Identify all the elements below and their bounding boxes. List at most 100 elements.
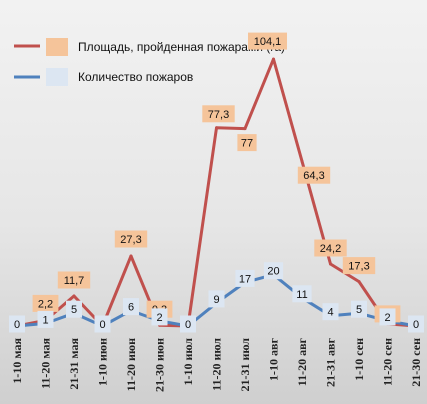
x-tick-label-5: 21-30 июн [153,338,167,392]
x-axis-ticks: 1-10 мая 11-20 мая 21-31 мая 1-10 июн 11-20 … [10,337,423,392]
data-label-count-1-text: 1 [42,314,48,326]
data-label-count-0: 0 [9,315,25,333]
data-label-area-1-text: 2,2 [38,298,53,310]
data-label-area-7: 77,3 [202,105,235,123]
data-label-count-2-text: 5 [71,304,77,316]
x-tick-label-14: 21-30 сен [409,338,423,387]
data-label-count-11-text: 4 [327,307,333,319]
data-label-count-8: 17 [235,269,255,287]
data-label-count-13-text: 2 [384,312,390,324]
data-label-count-14-text: 0 [413,319,419,331]
data-label-count-8-box [235,269,255,287]
x-tick-label-8: 21-31 июл [238,338,252,392]
x-tick-label-4: 11-20 июн [124,338,138,391]
data-label-count-4: 6 [123,298,139,316]
point-area-7 [215,126,218,130]
x-tick-label-3: 1-10 июн [96,338,110,386]
data-label-area-7-text: 77,3 [208,109,229,121]
data-label-count-2: 5 [66,300,82,318]
data-label-area-8: 77 [237,134,257,152]
data-label-area-10-text: 64,3 [303,170,324,182]
data-label-count-1-box [37,310,54,328]
data-label-count-6-box [180,315,196,333]
x-tick-label-6: 1-10 июл [181,338,195,386]
data-label-area-10-box [297,166,331,184]
data-label-count-10: 11 [292,285,312,303]
legend-swatch-area [46,38,68,56]
point-area-11 [329,262,332,266]
data-label-area-4-box [114,230,148,248]
data-label-area-4: 27,3 [114,230,148,248]
data-label-area-12: 17,3 [342,257,376,275]
data-label-count-6: 0 [180,315,196,333]
data-label-area-9-text: 104,1 [254,36,282,48]
data-label-count-0-box [9,315,25,333]
x-tick-label-11: 21-31 авг [324,337,338,386]
data-label-area-9-box [248,32,287,50]
data-label-count-10-text: 11 [296,289,307,301]
data-label-area-2: 11,7 [57,271,91,289]
data-label-count-13-box [379,308,396,326]
data-label-area-2-box [57,271,91,289]
data-label-area-1-box [32,294,59,312]
data-label-count-5-box [151,308,168,326]
data-label-count-3-text: 0 [99,319,105,331]
x-tick-label-2: 21-31 мая [67,338,81,390]
x-tick-label-7: 11-20 июл [210,338,224,391]
data-label-count-3: 0 [94,315,111,333]
data-label-count-9: 20 [263,262,284,280]
data-label-area-8-text: 77 [241,138,253,150]
data-label-count-3-box [94,315,111,333]
data-label-count-13: 2 [379,308,396,326]
data-label-count-10-box [292,285,312,303]
data-label-count-7-box [208,290,225,308]
point-area-9 [272,57,275,61]
data-label-count-4-text: 6 [128,302,134,314]
legend-swatch-count [46,68,68,86]
data-label-area-11-box [314,239,347,257]
data-label-area-9: 104,1 [248,32,287,50]
data-label-count-1: 1 [37,310,54,328]
data-label-area-11-text: 24,2 [320,243,341,255]
point-area-10 [300,159,304,163]
legend-label-area: Площадь, пройденная пожарами (га) [78,40,285,54]
data-label-area-4-text: 27,3 [120,234,141,246]
data-label-area-11: 24,2 [314,239,347,257]
x-tick-label-10: 11-20 авг [295,337,309,386]
data-label-count-12-text: 5 [356,304,362,316]
x-tick-label-9: 1-10 авг [267,337,281,380]
data-label-area-1: 2,2 [32,294,59,312]
data-label-count-5-text: 2 [156,312,162,324]
x-tick-label-1: 11-20 мая [39,337,53,388]
data-label-area-2-text: 11,7 [64,275,85,287]
data-label-count-7: 9 [208,290,225,308]
legend-label-count: Количество пожаров [78,70,193,84]
data-label-count-2-box [66,300,82,318]
x-tick-label-13: 11-20 сен [381,338,395,386]
data-label-count-0-text: 0 [14,319,20,331]
data-label-count-11: 4 [322,303,339,321]
data-label-area-10: 64,3 [297,166,331,184]
data-label-count-11-box [322,303,339,321]
point-area-2 [72,294,76,298]
data-labels: 2,211,727,30,377,377104,164,324,217,30,8… [9,32,424,333]
data-label-count-4-box [123,298,139,316]
data-label-count-9-text: 20 [267,266,279,278]
x-tick-label-12: 1-10 сен [352,338,366,381]
data-label-count-12: 5 [351,300,367,318]
data-label-count-14-box [408,315,424,333]
x-tick-label-0: 1-10 мая [10,338,24,384]
data-label-count-6-text: 0 [185,319,191,331]
data-label-area-7-box [202,105,235,123]
data-label-area-8-box [237,134,257,152]
data-label-area-12-box [342,257,376,275]
data-label-count-7-text: 9 [213,294,219,306]
data-label-count-9-box [263,262,284,280]
data-label-count-8-text: 17 [239,273,251,285]
point-area-4 [129,254,133,258]
data-label-count-12-box [351,300,367,318]
data-label-count-5: 2 [151,308,168,326]
data-label-count-14: 0 [408,315,424,333]
